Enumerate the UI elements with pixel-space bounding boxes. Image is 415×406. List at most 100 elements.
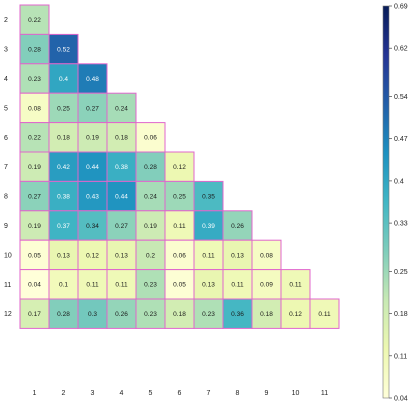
cell-value-label: 0.25 — [57, 105, 70, 112]
cell-value-label: 0.38 — [57, 194, 70, 201]
y-tick-label: 7 — [4, 164, 8, 171]
x-tick-label: 11 — [321, 390, 328, 397]
heatmap-cell — [106, 269, 137, 300]
heatmap-cell — [48, 298, 79, 329]
heatmap-cell — [135, 151, 166, 182]
cell-value-label: 0.25 — [173, 194, 186, 201]
legend-tick-label: 0.18 — [394, 311, 408, 318]
cell-value-label: 0.12 — [173, 164, 186, 171]
cell-value-label: 0.06 — [144, 135, 157, 142]
cell-value-label: 0.13 — [231, 252, 244, 259]
cell-value-label: 0.27 — [28, 194, 41, 201]
heatmap-cell — [135, 269, 166, 300]
x-tick-label: 4 — [120, 390, 124, 397]
legend-tick-label: 0.33 — [394, 221, 408, 228]
cell-value-label: 0.08 — [260, 252, 273, 259]
cell-value-label: 0.35 — [202, 194, 215, 201]
cell-value-label: 0.52 — [57, 47, 70, 54]
cell-value-label: 0.22 — [28, 135, 41, 142]
heatmap-cell — [164, 269, 195, 300]
heatmap-cell — [251, 298, 282, 329]
cell-value-label: 0.28 — [57, 311, 70, 318]
cell-value-label: 0.08 — [28, 105, 41, 112]
cell-value-label: 0.18 — [115, 135, 128, 142]
heatmap-cell — [193, 298, 224, 329]
cell-value-label: 0.24 — [115, 105, 128, 112]
heatmap-cell — [19, 298, 50, 329]
y-tick-label: 6 — [4, 135, 8, 142]
color-legend: 0.69 0.62 0.54 0.47 0.4 0.33 0.25 0.18 0.11 0.04 — [382, 4, 408, 403]
y-tick-label: 5 — [4, 105, 8, 112]
heatmap-cell — [309, 298, 340, 329]
y-axis-labels: 2 3 4 5 6 7 8 9 10 11 12 — [4, 17, 12, 318]
y-tick-label: 2 — [4, 17, 8, 24]
heatmap-cell — [222, 269, 253, 300]
y-tick-label: 8 — [4, 194, 8, 201]
heatmap-cell — [48, 92, 79, 124]
x-tick-label: 9 — [265, 390, 269, 397]
cell-value-label: 0.18 — [173, 311, 186, 318]
cell-value-label: 0.18 — [57, 135, 70, 142]
y-tick-label: 11 — [4, 282, 11, 289]
cell-value-label: 0.04 — [28, 282, 41, 289]
cell-value-label: 0.3 — [88, 311, 97, 318]
cell-value-label: 0.11 — [289, 282, 302, 289]
y-tick-label: 12 — [4, 311, 12, 318]
cell-value-label: 0.44 — [86, 164, 99, 171]
cell-value-label: 0.13 — [57, 252, 70, 259]
cell-value-label: 0.24 — [144, 194, 157, 201]
heatmap-cell — [77, 269, 108, 300]
x-tick-label: 1 — [33, 390, 37, 397]
cell-value-label: 0.36 — [231, 311, 244, 318]
cell-value-label: 0.19 — [86, 135, 99, 142]
legend-tick-label: 0.4 — [394, 178, 404, 185]
x-tick-label: 10 — [292, 390, 300, 397]
y-tick-label: 4 — [4, 76, 8, 83]
legend-tick-label: 0.62 — [394, 46, 408, 53]
cell-value-label: 0.09 — [260, 282, 273, 289]
legend-tick-label: 0.69 — [394, 4, 408, 11]
cell-value-label: 0.37 — [57, 223, 70, 230]
heatmap-cell — [106, 122, 137, 153]
cell-value-label: 0.11 — [173, 223, 186, 230]
cell-value-label: 0.27 — [115, 223, 128, 230]
cell-value-label: 0.27 — [86, 105, 99, 112]
y-tick-label: 3 — [4, 47, 8, 54]
x-axis-labels: 1 2 3 4 5 6 7 8 9 10 11 — [33, 390, 329, 397]
heatmap-cells: 0.22 0.28 0.52 0.23 0.4 0.48 0.08 0.25 0.27 0.24 0… — [19, 4, 340, 329]
cell-value-label: 0.19 — [144, 223, 157, 230]
y-tick-label: 10 — [4, 252, 12, 259]
cell-value-label: 0.44 — [115, 194, 128, 201]
cell-value-label: 0.4 — [59, 76, 68, 83]
legend-tick-label: 0.25 — [394, 269, 408, 276]
cell-value-label: 0.43 — [86, 194, 99, 201]
cell-value-label: 0.12 — [289, 311, 302, 318]
cell-value-label: 0.26 — [115, 311, 128, 318]
x-tick-label: 8 — [236, 390, 240, 397]
cell-value-label: 0.06 — [173, 252, 186, 259]
heatmap-cell — [222, 210, 253, 241]
heatmap-cell — [19, 4, 50, 35]
cell-value-label: 0.23 — [144, 282, 157, 289]
cell-value-label: 0.13 — [202, 282, 215, 289]
heatmap-cell — [19, 180, 50, 212]
heatmap-cell — [48, 180, 79, 212]
heatmap-cell — [19, 239, 50, 271]
x-tick-label: 2 — [62, 390, 66, 397]
legend-color-bar — [382, 5, 390, 399]
heatmap-cell — [164, 180, 195, 212]
heatmap-cell — [48, 151, 79, 182]
heatmap-cell — [77, 210, 108, 241]
x-tick-label: 7 — [207, 390, 211, 397]
heatmap-cell — [106, 151, 137, 182]
cell-value-label: 0.13 — [115, 252, 128, 259]
cell-value-label: 0.38 — [115, 164, 128, 171]
legend-tick-label: 0.11 — [394, 353, 407, 360]
cell-value-label: 0.17 — [28, 311, 41, 318]
heatmap-cell — [135, 298, 166, 329]
heatmap-cell — [77, 63, 108, 94]
cell-value-label: 0.19 — [28, 164, 41, 171]
cell-value-label: 0.23 — [144, 311, 157, 318]
heatmap-cell — [164, 298, 195, 329]
